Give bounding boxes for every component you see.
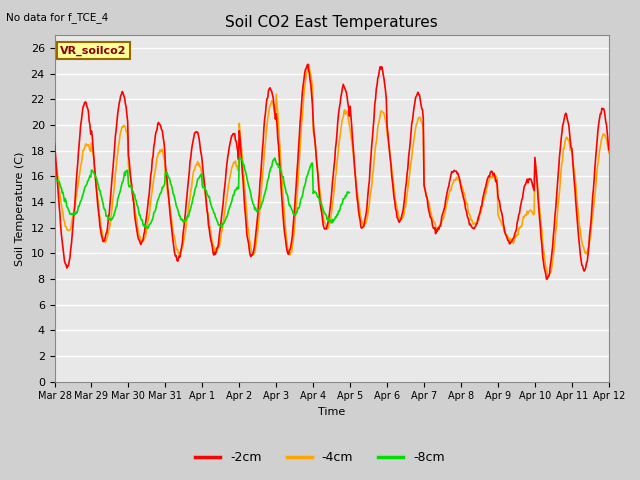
Y-axis label: Soil Temperature (C): Soil Temperature (C) bbox=[15, 151, 25, 266]
Title: Soil CO2 East Temperatures: Soil CO2 East Temperatures bbox=[225, 15, 438, 30]
Text: VR_soilco2: VR_soilco2 bbox=[60, 46, 127, 56]
X-axis label: Time: Time bbox=[318, 407, 346, 417]
Text: No data for f_TCE_4: No data for f_TCE_4 bbox=[6, 12, 109, 23]
Legend: -2cm, -4cm, -8cm: -2cm, -4cm, -8cm bbox=[190, 446, 450, 469]
